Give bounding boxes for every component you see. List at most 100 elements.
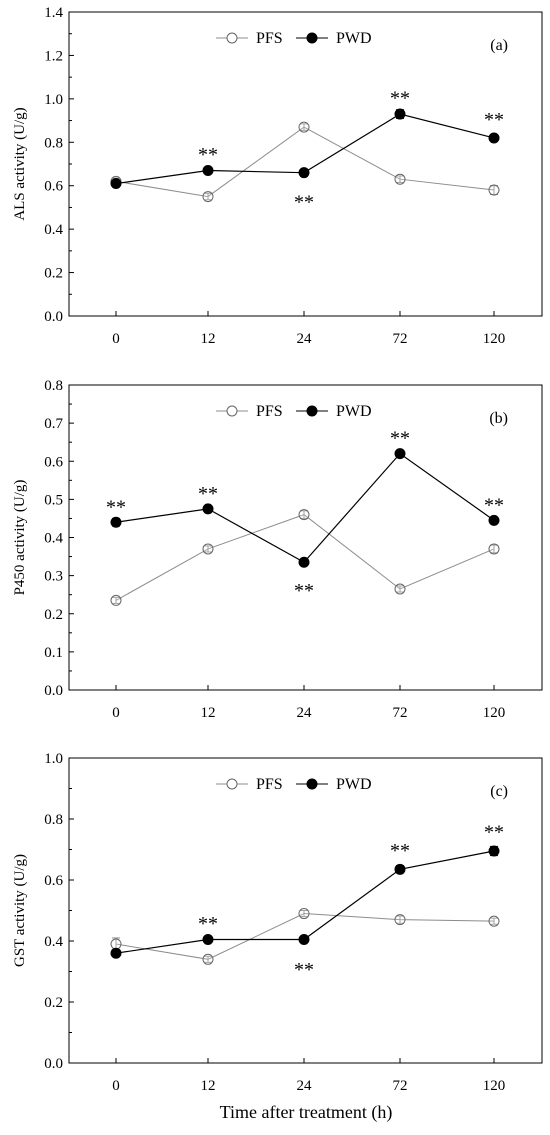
y-tick-label: 0.4: [44, 531, 63, 547]
y-tick-label: 1.2: [44, 48, 63, 64]
significance-marker: **: [294, 580, 314, 602]
y-tick-label: 1.0: [44, 751, 63, 767]
y-tick-label: 0.0: [44, 1056, 63, 1072]
data-point: [110, 947, 122, 959]
significance-marker: **: [484, 822, 504, 844]
legend-marker: [306, 405, 318, 417]
chart-panel-3: 0.0 0.2 0.4 0.6 0.8 1.0 0 12 24 72 120 GST activity…: [12, 751, 543, 1094]
legend: PFS PWD: [216, 403, 372, 420]
legend-marker: [306, 778, 318, 790]
legend-marker: [226, 778, 238, 790]
y-tick-label: 0.5: [44, 492, 63, 508]
data-point: [298, 167, 310, 179]
y-tick-label: 0.1: [44, 645, 63, 661]
x-axis-title: Time after treatment (h): [220, 1102, 393, 1123]
significance-marker: **: [390, 840, 410, 862]
y-tick-label: 1.0: [44, 92, 63, 108]
legend-label: PWD: [336, 30, 372, 47]
y-axis-title: GST activity (U/g): [12, 854, 28, 967]
y-tick-label: 0.6: [44, 873, 63, 889]
legend-label: PWD: [336, 776, 372, 793]
y-tick-label: 0.6: [44, 179, 63, 195]
series-pwd: [110, 108, 500, 190]
significance-marker: **: [484, 109, 504, 131]
legend: PFS PWD: [216, 776, 372, 793]
x-tick-label: 0: [112, 705, 120, 721]
significance-marker: **: [198, 144, 218, 166]
x-tick-label: 24: [297, 331, 313, 347]
y-tick-label: 1.4: [44, 5, 63, 21]
y-tick-label: 0.3: [44, 569, 63, 585]
legend-label: PFS: [256, 30, 283, 47]
data-point: [298, 121, 310, 133]
y-tick-label: 0.2: [44, 995, 63, 1011]
data-point: [110, 178, 122, 190]
data-point: [202, 503, 214, 515]
series-pfs: [110, 908, 500, 965]
x-tick-label: 0: [112, 1078, 120, 1094]
panel-label: (a): [490, 37, 508, 54]
data-point: [488, 845, 500, 857]
data-point: [394, 448, 406, 460]
legend-marker: [306, 32, 318, 44]
x-tick-label: 120: [483, 1078, 506, 1094]
data-point: [298, 933, 310, 945]
data-point: [488, 184, 500, 196]
data-point: [202, 543, 214, 555]
data-point: [394, 914, 406, 926]
panel-label: (b): [489, 410, 508, 427]
data-point: [202, 933, 214, 945]
significance-marker: **: [390, 87, 410, 109]
x-tick-label: 12: [201, 705, 216, 721]
series-pwd: [110, 448, 500, 568]
data-point: [110, 938, 122, 950]
y-tick-label: 0.4: [44, 934, 63, 950]
y-tick-label: 0.8: [44, 812, 63, 828]
x-tick-label: 24: [297, 1078, 313, 1094]
plot-frame: [68, 384, 543, 691]
panel-label: (c): [490, 783, 508, 800]
data-point: [488, 915, 500, 927]
legend-label: PWD: [336, 403, 372, 420]
significance-marker: **: [106, 496, 126, 518]
legend-label: PFS: [256, 403, 283, 420]
x-tick-label: 120: [483, 331, 506, 347]
y-tick-label: 0.7: [44, 416, 63, 432]
data-point: [394, 583, 406, 595]
y-axis-title: ALS activity (U/g): [12, 107, 28, 220]
data-point: [202, 165, 214, 177]
data-point: [110, 594, 122, 606]
y-tick-label: 0.8: [44, 135, 63, 151]
y-tick-label: 0.6: [44, 454, 63, 470]
x-tick-label: 0: [112, 331, 120, 347]
y-axis-title: P450 activity (U/g): [12, 480, 28, 596]
plot-frame: [68, 11, 543, 317]
legend-marker: [226, 32, 238, 44]
y-tick-label: 0.2: [44, 266, 63, 282]
series-line: [115, 126, 495, 198]
data-point: [394, 173, 406, 185]
data-point: [202, 953, 214, 965]
significance-marker: **: [294, 192, 314, 214]
series-pfs: [110, 121, 500, 203]
legend-marker: [226, 405, 238, 417]
x-tick-label: 72: [393, 331, 408, 347]
data-point: [488, 132, 500, 144]
data-point: [298, 556, 310, 568]
y-tick-label: 0.8: [44, 378, 63, 394]
y-tick-label: 0.0: [44, 683, 63, 699]
data-point: [488, 514, 500, 526]
y-tick-label: 0.0: [44, 309, 63, 325]
data-point: [488, 543, 500, 555]
legend-label: PFS: [256, 776, 283, 793]
x-tick-label: 72: [393, 705, 408, 721]
legend: PFS PWD: [216, 30, 372, 47]
data-point: [298, 908, 310, 920]
significance-marker: **: [484, 494, 504, 516]
chart-panel-2: 0.0 0.1 0.2 0.3 0.4 0.5 0.6 0.7 0.8 0 12 24 72 120 P45…: [12, 378, 543, 721]
data-point: [110, 516, 122, 528]
series-pwd: [110, 845, 500, 959]
x-tick-label: 120: [483, 705, 506, 721]
